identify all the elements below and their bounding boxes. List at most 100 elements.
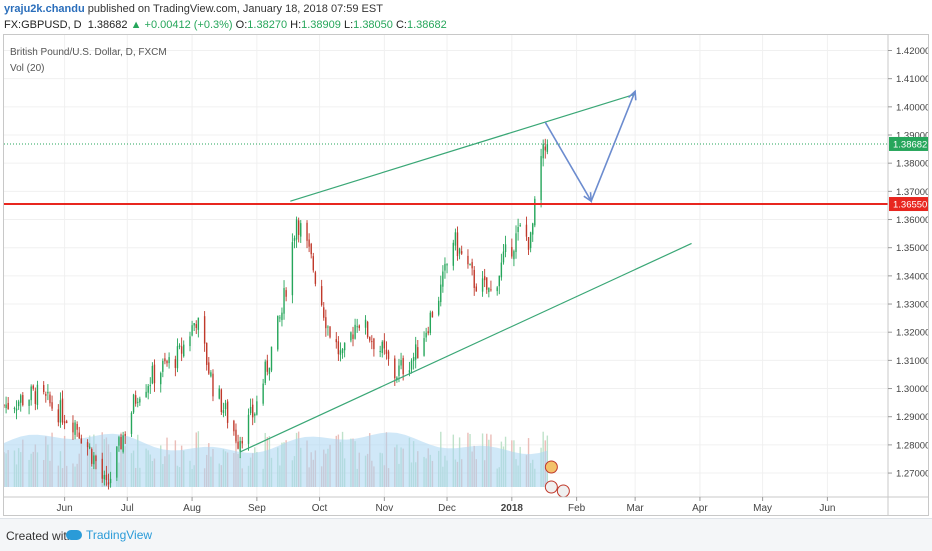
price-tick-label-13: 1.40000 bbox=[896, 102, 928, 113]
publish-info: published on TradingView.com, January 18… bbox=[87, 3, 383, 15]
candle-body-144 bbox=[425, 332, 427, 338]
high-label: H: bbox=[290, 19, 302, 31]
candle-body-123 bbox=[364, 319, 367, 328]
time-tick-label-8: Feb bbox=[568, 503, 586, 514]
open-label: O: bbox=[235, 19, 248, 31]
candle-body-125 bbox=[369, 336, 371, 341]
candle-body-145 bbox=[427, 331, 429, 334]
candle-body-59 bbox=[176, 346, 179, 369]
price-tick-label-9: 1.36000 bbox=[896, 215, 928, 226]
candle-body-102 bbox=[300, 223, 302, 237]
candle-body-184 bbox=[542, 143, 544, 159]
candle-body-153 bbox=[452, 242, 455, 266]
low-label: L: bbox=[343, 19, 354, 31]
candle-body-172 bbox=[504, 244, 507, 253]
candle-body-104 bbox=[308, 239, 310, 247]
candle-body-39 bbox=[118, 437, 120, 446]
candle-body-124 bbox=[366, 321, 369, 338]
legend-volume: Vol (20) bbox=[10, 63, 44, 74]
candle-body-107 bbox=[314, 272, 317, 284]
price-axis: 1.27000 1.28000 1.29000 1.30000 1.31000 1.320… bbox=[887, 35, 928, 515]
candle-body-161 bbox=[473, 269, 475, 288]
candle-body-34 bbox=[103, 475, 106, 480]
candle-body-98 bbox=[291, 242, 294, 296]
time-tick-label-2: Aug bbox=[183, 503, 201, 514]
candle-body-16 bbox=[49, 394, 51, 404]
channel-upper-line bbox=[290, 93, 636, 202]
candle-body-178 bbox=[525, 224, 528, 237]
change-arrow-icon: ▲ bbox=[130, 19, 142, 31]
candle-body-157 bbox=[460, 251, 463, 254]
time-tick-label-5: Nov bbox=[375, 503, 393, 514]
candle-body-79 bbox=[235, 429, 237, 442]
candle-body-132 bbox=[387, 351, 390, 359]
candle-body-174 bbox=[513, 251, 515, 260]
resistance-badge bbox=[889, 197, 928, 212]
candle-body-19 bbox=[59, 400, 62, 423]
candle-body-85 bbox=[251, 404, 254, 418]
candle-body-118 bbox=[350, 332, 352, 341]
candle-body-4 bbox=[15, 408, 18, 411]
candle-body-38 bbox=[116, 446, 118, 478]
time-tick-label-10: Apr bbox=[692, 503, 708, 514]
candle-body-56 bbox=[166, 360, 168, 364]
candle-body-177 bbox=[519, 224, 521, 226]
candle-body-18 bbox=[57, 409, 60, 423]
candle-body-106 bbox=[312, 256, 314, 271]
candle-body-163 bbox=[481, 278, 484, 292]
chart-frame[interactable]: 1.27000 1.28000 1.29000 1.30000 1.31000 1.320… bbox=[3, 34, 929, 516]
candle-body-46 bbox=[137, 401, 139, 403]
candle-body-130 bbox=[383, 340, 386, 349]
price-tick-label-8: 1.35000 bbox=[896, 243, 928, 254]
candle-body-7 bbox=[22, 395, 24, 406]
candle-body-152 bbox=[446, 264, 448, 266]
candle-body-138 bbox=[408, 370, 411, 373]
candle-body-61 bbox=[180, 346, 183, 354]
candle-body-121 bbox=[356, 326, 358, 328]
candle-body-116 bbox=[341, 348, 344, 354]
candle-body-158 bbox=[467, 255, 469, 265]
candle-body-69 bbox=[206, 342, 208, 365]
candle-body-133 bbox=[394, 358, 396, 379]
candle-body-25 bbox=[76, 424, 78, 430]
candle-body-26 bbox=[78, 432, 80, 439]
candle-body-131 bbox=[385, 349, 388, 354]
publish-line: yraju2k.chandu published on TradingView.… bbox=[4, 3, 383, 15]
candle-body-13 bbox=[43, 385, 45, 393]
candle-body-99 bbox=[293, 238, 296, 242]
candle-body-103 bbox=[306, 222, 308, 241]
candle-body-117 bbox=[343, 342, 346, 351]
candle-body-164 bbox=[483, 276, 486, 281]
low-value: 1.38050 bbox=[353, 19, 393, 31]
price-tick-label-10: 1.37000 bbox=[896, 187, 928, 198]
price-tick-label-7: 1.34000 bbox=[896, 271, 928, 282]
candle-body-78 bbox=[233, 420, 235, 432]
projection-arrow-down bbox=[583, 192, 593, 203]
time-tick-label-6: Dec bbox=[438, 503, 456, 514]
author-link[interactable]: yraju2k.chandu bbox=[4, 3, 85, 15]
candle-body-120 bbox=[354, 324, 356, 339]
candle-body-93 bbox=[277, 315, 279, 350]
close-label: C: bbox=[395, 19, 407, 31]
candle-body-127 bbox=[373, 338, 375, 350]
time-tick-label-9: Mar bbox=[627, 503, 645, 514]
candle-body-3 bbox=[13, 408, 16, 410]
price-tick-label-2: 1.29000 bbox=[896, 412, 928, 423]
candle-body-40 bbox=[120, 437, 122, 450]
price-tick-label-15: 1.42000 bbox=[896, 46, 928, 57]
time-axis: Jun Jul Aug Sep Oct Nov Dec 2018 Feb Mar Apr May Jun bbox=[4, 496, 928, 514]
candle-body-183 bbox=[540, 156, 542, 201]
candle-body-60 bbox=[178, 345, 181, 348]
price-tick-label-5: 1.32000 bbox=[896, 328, 928, 339]
close-value: 1.38682 bbox=[406, 19, 447, 31]
price-chart[interactable]: 1.27000 1.28000 1.29000 1.30000 1.31000 1.320… bbox=[4, 35, 928, 515]
projection-arrow-up bbox=[627, 89, 637, 101]
last-price: 1.38682 bbox=[87, 19, 128, 31]
tradingview-brand[interactable]: TradingView bbox=[66, 528, 152, 542]
price-tick-label-0: 1.27000 bbox=[896, 469, 928, 480]
high-value: 1.38909 bbox=[301, 19, 341, 31]
candle-body-55 bbox=[164, 358, 166, 362]
candle-body-146 bbox=[429, 312, 432, 333]
candle-body-154 bbox=[454, 232, 457, 246]
candle-body-160 bbox=[471, 262, 473, 269]
